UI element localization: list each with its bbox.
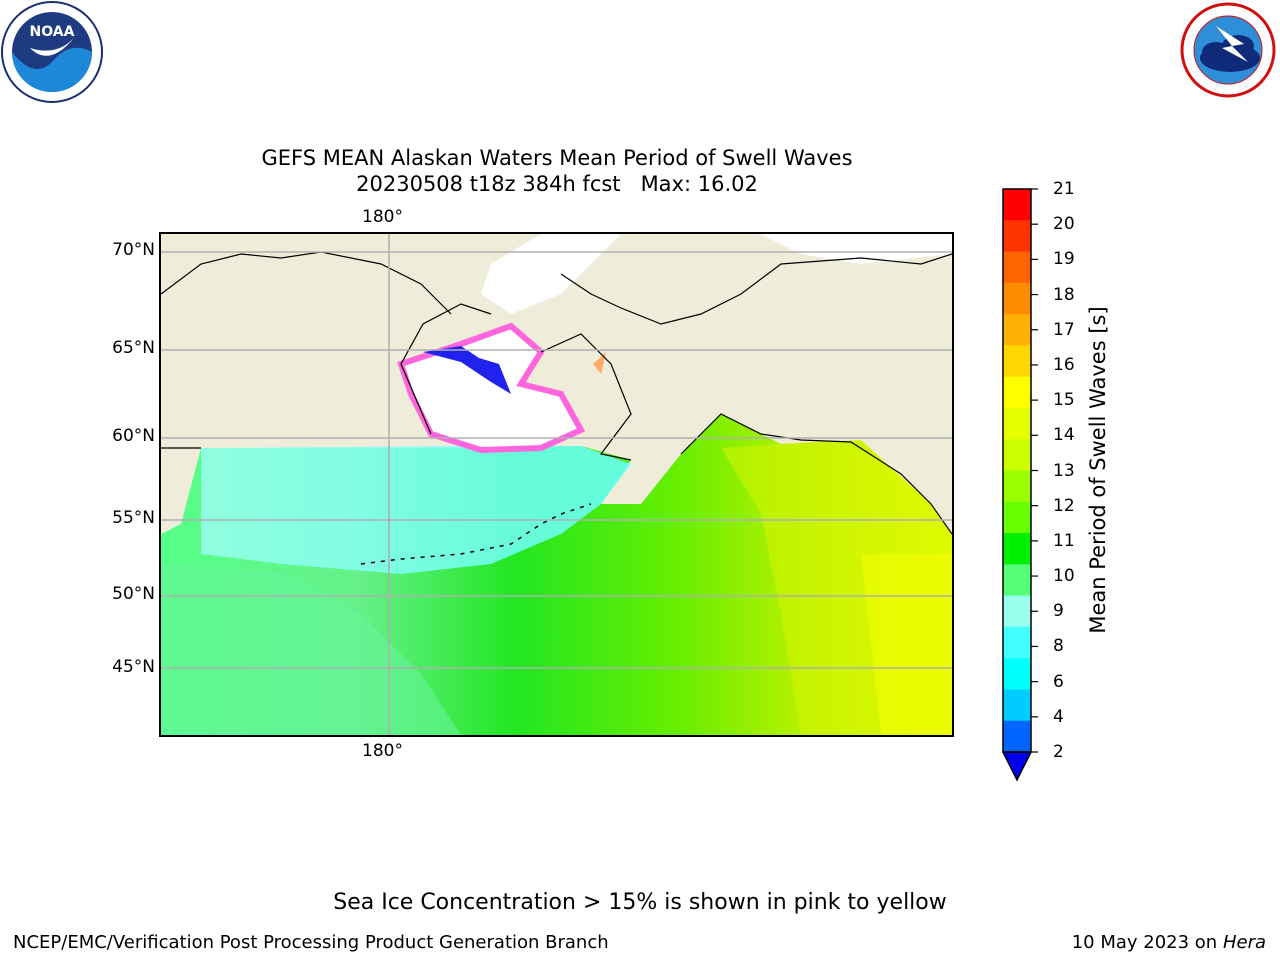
map-panel bbox=[159, 232, 954, 737]
colorbar-segment bbox=[1003, 220, 1031, 253]
colorbar-segment bbox=[1003, 533, 1031, 565]
colorbar-segment bbox=[1003, 251, 1031, 284]
colorbar-segment bbox=[1003, 282, 1031, 315]
colorbar-segment bbox=[1003, 376, 1031, 409]
lon-label-top: 180° bbox=[362, 207, 403, 227]
colorbar-tick-label: 14 bbox=[1053, 425, 1075, 446]
map-subtitle: 20230508 t18z 384h fcst Max: 16.02 bbox=[356, 172, 758, 196]
colorbar-extend-arrow bbox=[1003, 752, 1031, 780]
colorbar-tick-label: 10 bbox=[1053, 566, 1075, 587]
colorbar-segment bbox=[1003, 189, 1031, 221]
footer-host: Hera bbox=[1222, 932, 1266, 953]
colorbar-tick-label: 20 bbox=[1053, 214, 1075, 235]
noaa-logo: NOAA bbox=[1, 1, 103, 103]
colorbar-segment bbox=[1003, 470, 1031, 503]
colorbar-segment bbox=[1003, 564, 1031, 597]
lat-label-60: 60°N bbox=[112, 426, 155, 446]
colorbar-tick-label: 15 bbox=[1053, 390, 1075, 411]
colorbar bbox=[1001, 188, 1038, 782]
colorbar-title: Mean Period of Swell Waves [s] bbox=[1086, 306, 1110, 634]
lon-label-bottom: 180° bbox=[362, 741, 403, 761]
colorbar-tick-label: 18 bbox=[1053, 284, 1075, 305]
colorbar-tick-label: 19 bbox=[1053, 249, 1075, 270]
lat-label-45: 45°N bbox=[112, 657, 155, 677]
colorbar-segment bbox=[1003, 595, 1031, 628]
lat-label-70: 70°N bbox=[112, 240, 155, 260]
graticule bbox=[161, 234, 952, 735]
colorbar-tick-label: 13 bbox=[1053, 460, 1075, 481]
colorbar-tick-label: 11 bbox=[1053, 530, 1075, 551]
footer-date: 10 May 2023 on Hera bbox=[1072, 932, 1266, 953]
colorbar-tick-label: 9 bbox=[1053, 601, 1064, 622]
lat-label-65: 65°N bbox=[112, 338, 155, 358]
colorbar-tick-label: 16 bbox=[1053, 354, 1075, 375]
lat-label-55: 55°N bbox=[112, 508, 155, 528]
colorbar-tick-label: 4 bbox=[1053, 706, 1064, 727]
colorbar-segment bbox=[1003, 626, 1031, 659]
colorbar-tick-label: 17 bbox=[1053, 319, 1075, 340]
colorbar-tick-label: 2 bbox=[1053, 742, 1064, 762]
colorbar-segment bbox=[1003, 689, 1031, 722]
nws-logo bbox=[1180, 2, 1276, 98]
footer-date-text: 10 May 2023 on bbox=[1071, 932, 1218, 953]
colorbar-tick-label: 8 bbox=[1053, 636, 1064, 657]
colorbar-tick-label: 12 bbox=[1053, 495, 1075, 516]
colorbar-tick-label: 21 bbox=[1053, 179, 1075, 199]
map-title: GEFS MEAN Alaskan Waters Mean Period of … bbox=[261, 146, 853, 170]
colorbar-segment bbox=[1003, 407, 1031, 440]
footer-credit: NCEP/EMC/Verification Post Processing Pr… bbox=[13, 932, 609, 953]
bering-cyan-zone bbox=[201, 446, 631, 574]
colorbar-segment bbox=[1003, 658, 1031, 690]
colorbar-segment bbox=[1003, 439, 1031, 471]
colorbar-segment bbox=[1003, 720, 1031, 753]
colorbar-segment bbox=[1003, 501, 1031, 534]
colorbar-tick-label: 6 bbox=[1053, 671, 1064, 692]
colorbar-segment bbox=[1003, 314, 1031, 346]
map-canvas bbox=[161, 234, 952, 735]
noaa-logo-text: NOAA bbox=[30, 24, 75, 40]
lat-label-50: 50°N bbox=[112, 584, 155, 604]
sea-ice-note: Sea Ice Concentration > 15% is shown in … bbox=[333, 890, 947, 915]
colorbar-segment bbox=[1003, 345, 1031, 378]
